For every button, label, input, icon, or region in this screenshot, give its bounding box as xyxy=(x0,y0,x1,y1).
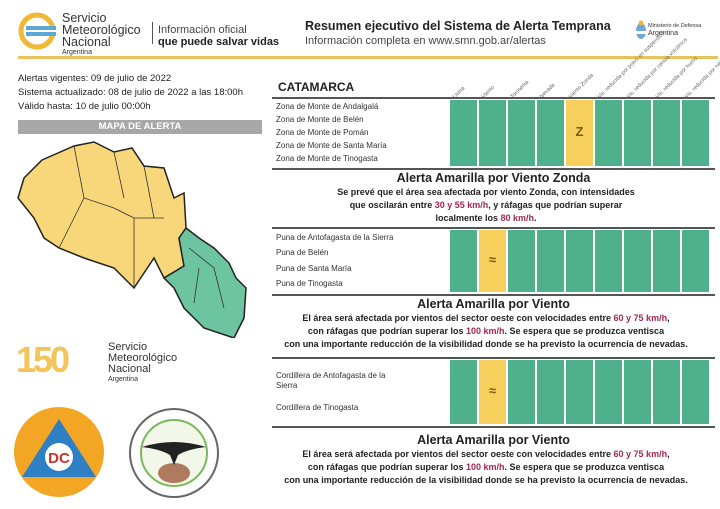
alert-description: Se prevé que el área sea afectada por vi… xyxy=(252,186,720,225)
alert-cell-green[interactable] xyxy=(537,100,564,166)
viento-zonda-icon: Z xyxy=(575,124,584,139)
smn-name: Servicio Meteorológico Nacional Argentina xyxy=(62,11,141,56)
highlight-value: 60 y 75 km/h xyxy=(613,449,668,459)
description-text: , xyxy=(667,313,670,323)
alert-cell-yellow[interactable] xyxy=(479,230,506,292)
zone-label[interactable]: Zona de Monte de Tinogasta xyxy=(276,154,378,164)
alert-cell-green[interactable] xyxy=(624,360,651,424)
zone-label[interactable]: Zona de Monte de Pomán xyxy=(276,128,369,137)
defensa-civil-logo: DC xyxy=(14,407,104,497)
description-text: , xyxy=(667,449,670,459)
tagline: Información oficial que puede salvar vida… xyxy=(158,24,280,48)
alert-cell-green[interactable] xyxy=(537,230,564,292)
alert-cell-yellow[interactable] xyxy=(479,360,506,424)
column-header: Viento Zonda xyxy=(567,72,596,100)
alert-cell-green[interactable] xyxy=(450,230,477,292)
coat-of-arms-icon xyxy=(636,20,646,39)
alert-cell-green[interactable] xyxy=(624,230,651,292)
highlight-value: 100 km/h xyxy=(465,462,505,472)
alert-cell-green[interactable] xyxy=(624,100,651,166)
description-text: con una importante reducción de la visib… xyxy=(284,339,688,349)
description-text: . xyxy=(534,213,537,223)
alert-cell-green[interactable] xyxy=(682,360,709,424)
description-text: . Se espera que se produzca ventisca xyxy=(504,462,665,472)
alert-title: Alerta Amarilla por Viento Zonda xyxy=(396,171,591,185)
zone-label[interactable]: Puna de Antofagasta de la Sierra xyxy=(276,232,394,242)
alert-cell-green[interactable] xyxy=(595,100,622,166)
alert-cell-green[interactable] xyxy=(653,100,680,166)
ministry-label: Ministerio de Defensa Argentina xyxy=(648,23,702,37)
zone-label[interactable]: Cordillera de Antofagasta de la Sierra xyxy=(276,371,386,390)
map-yellow-region xyxy=(17,141,187,290)
alert-cell-green[interactable] xyxy=(682,230,709,292)
description-text: . Se espera que se produzca ventisca xyxy=(504,326,665,336)
wind-icon: ≈ xyxy=(488,252,497,267)
alert-title: Alerta Amarilla por Viento xyxy=(417,297,570,311)
alert-title: Alerta Amarilla por Viento xyxy=(417,433,570,447)
alert-cell-green[interactable] xyxy=(450,360,477,424)
description-text: localmente los xyxy=(435,213,501,223)
alert-cell-green[interactable] xyxy=(508,360,535,424)
alert-cell-green[interactable] xyxy=(508,230,535,292)
page-title: Resumen ejecutivo del Sistema de Alerta … xyxy=(305,19,611,33)
wind-icon: ≈ xyxy=(488,383,497,398)
smn-logo-icon xyxy=(18,12,56,50)
alert-cell-green[interactable] xyxy=(566,230,593,292)
description-text: con ráfagas que podrían superar los xyxy=(307,326,466,336)
zone-label[interactable]: Puna de Santa María xyxy=(276,263,352,273)
map-green-region xyxy=(162,226,247,338)
divider xyxy=(152,22,153,44)
alert-description: El área será afectada por vientos del se… xyxy=(252,448,720,487)
alert-cell-green[interactable] xyxy=(508,100,535,166)
alert-cell-green[interactable] xyxy=(537,360,564,424)
alert-cell-green[interactable] xyxy=(566,360,593,424)
alert-cell-yellow[interactable] xyxy=(566,100,593,166)
zone-label[interactable]: Zona de Monte de Santa María xyxy=(276,141,387,151)
description-text: , y ráfagas que podrían superar xyxy=(488,200,623,210)
province-name: CATAMARCA xyxy=(278,80,355,94)
anniversary-logo: 150 xyxy=(16,339,70,380)
description-text: que oscilarán entre xyxy=(349,200,435,210)
highlight-value: 30 y 55 km/h xyxy=(434,200,489,210)
alert-cell-green[interactable] xyxy=(595,360,622,424)
alert-dates: Alertas vigentes: 09 de julio de 2022 Sis… xyxy=(18,73,243,112)
alert-cell-green[interactable] xyxy=(595,230,622,292)
brigada-logo xyxy=(129,408,219,498)
svg-text:DC: DC xyxy=(48,450,70,467)
zone-label[interactable]: Cordillera de Tinogasta xyxy=(276,403,359,412)
description-text: El área será afectada por vientos del se… xyxy=(302,449,614,459)
description-text: con ráfagas que podrían superar los xyxy=(307,462,466,472)
section-bottom-rule xyxy=(272,294,715,296)
map-title: MAPA DE ALERTA xyxy=(18,120,262,134)
alert-cell-green[interactable] xyxy=(682,100,709,166)
description-text: con una importante reducción de la visib… xyxy=(284,475,688,485)
section-bottom-rule xyxy=(272,168,715,170)
alert-cell-green[interactable] xyxy=(653,360,680,424)
zone-label[interactable]: Zona de Monte de Belén xyxy=(276,114,364,124)
zone-label[interactable]: Puna de Belén xyxy=(276,248,329,258)
page-subtitle: Información completa en www.smn.gob.ar/a… xyxy=(305,35,546,47)
section-top-rule xyxy=(272,357,715,359)
zone-label[interactable]: Puna de Tinogasta xyxy=(276,279,343,289)
description-text: El área será afectada por vientos del se… xyxy=(302,313,614,323)
section-top-rule xyxy=(272,227,715,229)
header-divider xyxy=(18,56,718,59)
section-bottom-rule xyxy=(272,426,715,428)
highlight-value: 80 km/h xyxy=(500,213,535,223)
description-text: Se prevé que el área sea afectada por vi… xyxy=(337,187,635,197)
smn-name-footer: Servicio Meteorológico Nacional Argentina xyxy=(108,341,178,384)
zone-label[interactable]: Zona de Monte de Andalgalá xyxy=(276,101,379,111)
section-top-rule xyxy=(272,97,715,99)
alert-description: El área será afectada por vientos del se… xyxy=(252,312,720,351)
highlight-value: 60 y 75 km/h xyxy=(613,313,668,323)
alert-map[interactable] xyxy=(14,138,264,338)
highlight-value: 100 km/h xyxy=(465,326,505,336)
column-header: Vis. reducida por ceniza volcánica xyxy=(625,37,689,100)
alert-cell-green[interactable] xyxy=(450,100,477,166)
alert-cell-green[interactable] xyxy=(479,100,506,166)
alert-cell-green[interactable] xyxy=(653,230,680,292)
